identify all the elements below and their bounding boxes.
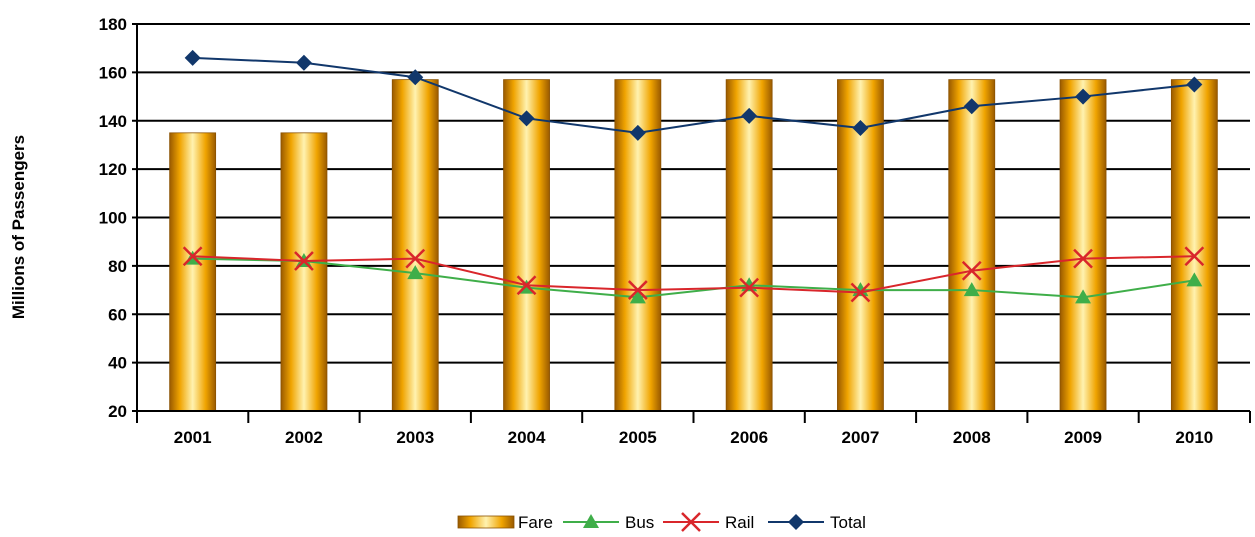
y-axis-title: Millions of Passengers	[9, 135, 28, 319]
rail-point	[516, 275, 537, 296]
y-tick-label: 160	[99, 63, 127, 82]
total-line	[192, 56, 1195, 134]
x-tick-label: 2008	[953, 428, 991, 447]
y-tick-label: 120	[99, 160, 127, 179]
rail-point	[294, 251, 314, 271]
rail-line	[192, 255, 1195, 294]
bus-point	[963, 282, 980, 297]
fare-bar	[1059, 79, 1107, 412]
x-tick-label: 2009	[1064, 428, 1102, 447]
total-point	[407, 69, 424, 86]
rail-point	[1073, 248, 1093, 269]
rail-point	[1184, 246, 1205, 267]
legend: Fare Bus Rail Total	[457, 512, 866, 532]
total-point	[295, 54, 312, 71]
bus-line	[192, 257, 1195, 299]
rail-point	[850, 282, 871, 303]
x-tick-label: 2004	[508, 428, 546, 447]
legend-rail-label: Rail	[725, 513, 754, 532]
legend-total-marker	[788, 514, 804, 530]
x-tick-label: 2005	[619, 428, 657, 447]
bus-point	[1186, 272, 1203, 287]
fare-bar	[725, 79, 773, 412]
legend-fare-label: Fare	[518, 513, 553, 532]
fare-bar	[948, 79, 996, 412]
y-tick-label: 60	[108, 305, 127, 324]
total-point	[629, 124, 646, 141]
rail-point	[182, 246, 203, 267]
legend-bus-label: Bus	[625, 513, 654, 532]
total-point	[184, 49, 201, 66]
fare-bar	[503, 79, 550, 412]
y-tick-label: 180	[99, 15, 127, 34]
x-tick-label: 2006	[730, 428, 768, 447]
legend-fare-swatch	[457, 515, 515, 529]
y-tick-label: 80	[108, 257, 127, 276]
legend-bus-marker	[583, 514, 599, 528]
fare-bar	[280, 132, 328, 412]
bus-point	[407, 265, 424, 280]
bus-point	[1075, 289, 1092, 304]
total-point	[741, 107, 758, 124]
axes	[132, 23, 1251, 423]
fare-bar	[1170, 79, 1218, 412]
fare-bars	[169, 79, 1218, 412]
bus-point	[629, 289, 646, 304]
total-point	[852, 120, 869, 137]
x-tick-label: 2002	[285, 428, 323, 447]
tick-labels: 20 40 60 80 100 120 140 160 180 2001 2002 2003 2004 2…	[99, 15, 1214, 447]
total-point	[518, 110, 535, 127]
x-tick-label: 2003	[396, 428, 434, 447]
legend-total-label: Total	[830, 513, 866, 532]
total-point	[1186, 76, 1203, 93]
rail-point	[961, 260, 982, 281]
total-point	[963, 98, 980, 115]
legend-rail-marker	[681, 512, 701, 532]
rail-point	[739, 277, 760, 298]
x-tick-label: 2007	[842, 428, 880, 447]
rail-point	[405, 248, 426, 269]
x-tick-label: 2001	[174, 428, 212, 447]
y-tick-label: 100	[99, 209, 127, 228]
y-tick-label: 40	[108, 354, 127, 373]
y-tick-label: 20	[108, 402, 127, 421]
total-point	[1075, 88, 1092, 105]
fare-bar	[169, 132, 217, 412]
series-lines	[182, 49, 1205, 304]
x-tick-label: 2010	[1175, 428, 1213, 447]
fare-bar	[391, 79, 439, 412]
y-tick-label: 140	[99, 112, 127, 131]
rail-point	[627, 280, 648, 300]
